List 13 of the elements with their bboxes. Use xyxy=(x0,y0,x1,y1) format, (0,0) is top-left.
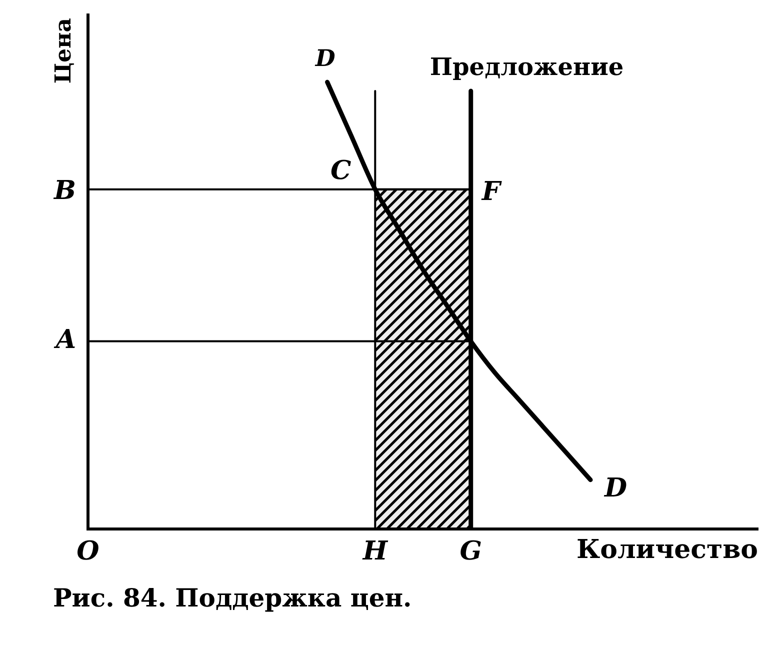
x-axis-title: Количество xyxy=(576,534,758,565)
x-tick-label: O xyxy=(76,536,100,566)
x-tick-label: G xyxy=(460,536,482,566)
x-tick-label: H xyxy=(362,536,389,566)
text: D xyxy=(604,474,628,504)
annotation: F xyxy=(480,177,502,208)
annotation: C xyxy=(330,156,352,186)
series-label: D xyxy=(314,45,336,72)
series-label: Предложение xyxy=(430,52,624,82)
annotation: B xyxy=(53,176,76,206)
text: Рис. 84. Поддержка цен. xyxy=(53,584,412,612)
y-axis-title: Цена xyxy=(50,18,77,84)
annotation: A xyxy=(52,325,76,356)
